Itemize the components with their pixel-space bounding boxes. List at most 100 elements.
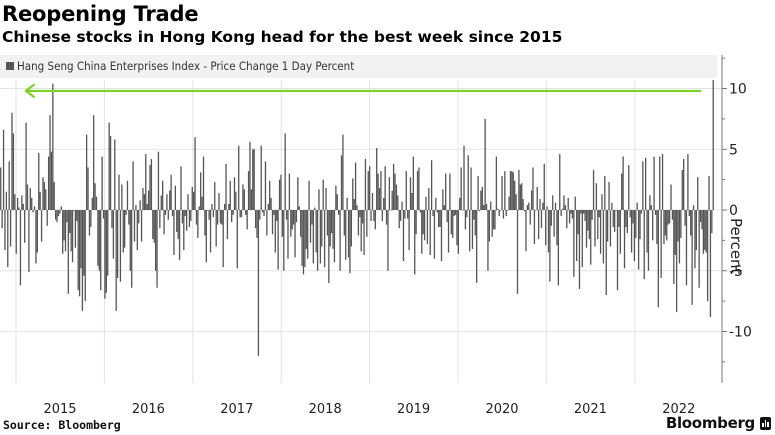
bar [62,210,64,254]
bar [7,210,9,268]
bar [602,210,605,264]
bar [214,182,216,210]
bar [340,155,343,210]
bar [278,179,281,211]
bar [677,210,679,242]
bar [450,210,452,235]
bar [488,210,490,242]
bar [467,155,469,210]
bar [16,197,19,210]
bar [705,210,707,253]
bar [440,210,443,262]
bar [629,210,631,218]
bar [298,206,300,210]
bar [25,122,27,210]
bar [147,190,150,210]
bar [332,210,334,249]
bar [359,210,361,218]
bar [312,210,314,264]
bar [287,210,289,259]
bar [116,210,119,279]
bar [591,210,593,220]
bar [346,197,348,210]
bar [590,210,592,265]
bar [646,210,648,253]
bar [438,210,440,228]
bar [292,210,295,225]
x-tick-label: 2016 [132,402,165,417]
bar [91,197,93,210]
bar [159,210,161,229]
bar [392,163,395,210]
bar [247,171,250,210]
bar [468,210,471,252]
bar [294,210,296,258]
bar [377,173,379,210]
bar [367,171,369,210]
bar [167,210,169,220]
bar [390,210,392,211]
bar [357,210,360,236]
bar [102,210,105,219]
chart-title: Reopening Trade [2,2,199,26]
bar [537,210,540,240]
bar [229,180,231,210]
bar [370,210,372,221]
bar [666,210,668,241]
bar [526,205,529,210]
bar [553,210,555,237]
bar [349,210,351,274]
bar [394,173,396,210]
bar [133,210,136,242]
bar [205,210,207,263]
bar [663,210,665,245]
bar [216,210,219,225]
bar [145,154,147,210]
bar [149,165,151,210]
bar [397,195,399,210]
bar [53,182,55,210]
bar [435,197,437,210]
bar [653,156,655,210]
bar [201,196,203,210]
bar [674,210,676,255]
bar [173,210,175,255]
bar [309,210,312,243]
bar [522,199,524,210]
bar [645,157,647,210]
bar [360,210,362,252]
bar [208,210,210,220]
bar [459,197,461,210]
bar [507,210,509,211]
bar [422,210,424,235]
bar [207,210,209,211]
bar [288,173,291,210]
bar [649,195,651,210]
bar [218,192,220,210]
bar [150,158,153,210]
bar [132,161,134,210]
bar [273,210,275,215]
x-axis: 2015 2016 2017 2018 2019 2020 2021 2022 [43,402,695,417]
bar [12,133,15,210]
bar [126,180,129,210]
bar [260,145,262,210]
bar [43,182,46,210]
bar [380,171,382,210]
bar [471,210,474,249]
bar [364,158,367,210]
bar [114,139,116,210]
bar [160,195,162,210]
bar [361,210,364,224]
legend: Hang Seng China Enterprises Index - Pric… [6,59,354,73]
bar [578,210,581,289]
bar [691,210,693,305]
bar [405,171,407,210]
bar [595,183,598,210]
bar [411,192,413,210]
bar [514,180,516,210]
bar [146,203,148,210]
bar [681,169,683,210]
bar [528,202,530,210]
bar [547,210,550,253]
